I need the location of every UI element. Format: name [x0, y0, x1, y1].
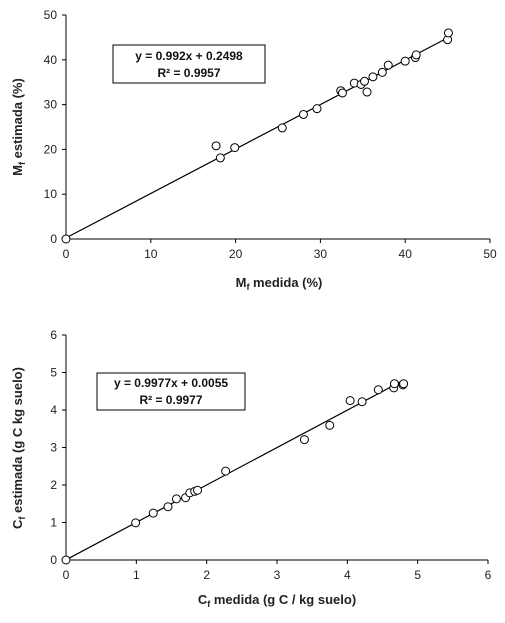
data-point — [193, 485, 203, 495]
x-tick-label: 6 — [485, 568, 492, 582]
data-point — [171, 494, 181, 504]
x-tick-label: 5 — [414, 568, 421, 582]
data-point — [148, 508, 158, 518]
x-tick-label: 1 — [133, 568, 140, 582]
x-tick-label: 3 — [274, 568, 281, 582]
y-tick-label: 20 — [44, 142, 58, 156]
data-point — [359, 76, 369, 86]
x-tick-label: 2 — [203, 568, 210, 582]
x-axis-title: Cf medida (g C / kg suelo) — [198, 592, 356, 609]
y-tick-label: 30 — [44, 98, 58, 112]
y-tick-label: 2 — [50, 478, 57, 492]
data-point — [377, 67, 387, 77]
y-tick-label: 5 — [50, 366, 57, 380]
x-tick-label: 40 — [399, 247, 413, 261]
data-point — [312, 104, 322, 114]
x-tick-label: 0 — [63, 568, 70, 582]
y-tick-label: 0 — [50, 232, 57, 246]
data-point — [221, 466, 231, 476]
y-tick-label: 4 — [50, 403, 57, 417]
data-point — [277, 123, 287, 133]
x-tick-label: 0 — [63, 247, 70, 261]
data-point — [368, 72, 378, 82]
data-point — [61, 555, 71, 565]
y-axis-title: Cf estimada (g C kg suelo) — [10, 367, 27, 529]
x-tick-label: 4 — [344, 568, 351, 582]
ticks: 0 1 2 3 4 5 6 0 1 2 3 4 5 6 — [50, 328, 491, 582]
r-squared-label: R² = 0.9957 — [157, 66, 220, 80]
y-tick-label: 50 — [44, 8, 58, 22]
y-tick-label: 1 — [50, 516, 57, 530]
equation-box: y = 0.992x + 0.2498 R² = 0.9957 — [112, 44, 266, 84]
x-tick-label: 30 — [314, 247, 328, 261]
data-point — [411, 50, 421, 60]
y-tick-label: 10 — [44, 187, 58, 201]
data-point — [230, 143, 240, 153]
data-point — [131, 518, 141, 528]
y-tick-label: 3 — [50, 441, 57, 455]
data-point — [299, 435, 309, 445]
data-point — [325, 420, 335, 430]
data-point — [357, 397, 367, 407]
x-axis-title: Mf medida (%) — [236, 275, 323, 292]
chart-moisture: 0 10 20 30 40 50 0 10 20 30 40 50 y = 0.992x + 0.24… — [10, 8, 497, 292]
r-squared-label: R² = 0.9977 — [139, 393, 202, 407]
data-point — [389, 379, 399, 389]
data-point — [211, 141, 221, 151]
data-point — [337, 88, 347, 98]
data-point — [373, 385, 383, 395]
chart-carbon: 0 1 2 3 4 5 6 0 1 2 3 4 5 6 y = 0.9977x + 0.0055 R² =… — [10, 328, 492, 609]
data-point — [163, 502, 173, 512]
axes — [65, 15, 490, 240]
data-point — [383, 60, 393, 70]
x-tick-label: 20 — [229, 247, 243, 261]
y-tick-label: 40 — [44, 53, 58, 67]
equation-label: y = 0.992x + 0.2498 — [135, 49, 243, 63]
y-tick-label: 6 — [50, 328, 57, 342]
data-point — [345, 396, 355, 406]
data-point — [399, 379, 409, 389]
data-points — [61, 28, 453, 244]
data-point — [400, 56, 410, 66]
data-point — [215, 153, 225, 163]
data-points — [61, 379, 409, 565]
y-axis-title: Mf estimada (%) — [10, 78, 27, 176]
x-tick-label: 50 — [483, 247, 497, 261]
data-point — [298, 109, 308, 119]
ticks: 0 10 20 30 40 50 0 10 20 30 40 50 — [44, 8, 497, 261]
trendline-path — [65, 379, 404, 561]
data-point — [443, 28, 453, 38]
trendline — [65, 379, 404, 561]
y-tick-label: 0 — [50, 553, 57, 567]
equation-box: y = 0.9977x + 0.0055 R² = 0.9977 — [96, 372, 246, 411]
equation-label: y = 0.9977x + 0.0055 — [114, 376, 228, 390]
data-point — [362, 87, 372, 97]
x-tick-label: 10 — [144, 247, 158, 261]
data-point — [61, 234, 71, 244]
